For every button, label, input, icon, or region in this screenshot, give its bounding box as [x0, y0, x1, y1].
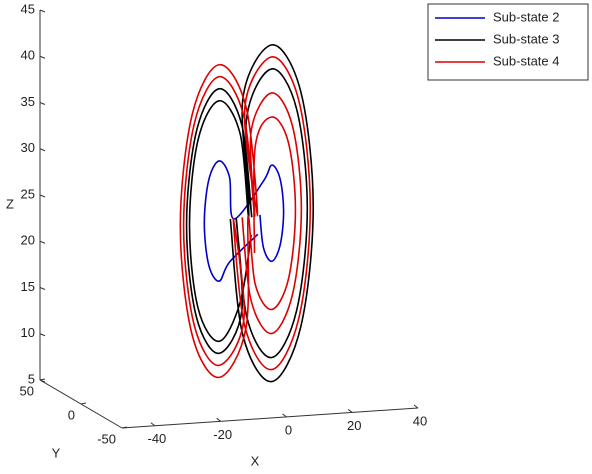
- y-tick: [121, 426, 128, 429]
- x-axis-label: X: [251, 453, 260, 468]
- y-tick: [80, 402, 87, 405]
- legend-label: Sub-state 3: [493, 31, 560, 46]
- z-tick: [39, 9, 46, 13]
- legend-box: [427, 3, 589, 81]
- z-tick: [39, 148, 46, 152]
- z-tick-label: 45: [21, 1, 35, 16]
- z-tick-label: 40: [21, 48, 35, 63]
- y-axis-label: Y: [52, 445, 61, 460]
- x-tick: [413, 404, 419, 409]
- x-tick-label: 40: [413, 413, 427, 428]
- z-tick-label: 30: [21, 140, 35, 155]
- x-tick-label: 20: [347, 418, 361, 433]
- x-tick: [347, 409, 353, 413]
- z-tick: [39, 287, 46, 290]
- x-tick-label: -20: [213, 427, 232, 442]
- z-tick: [39, 379, 46, 383]
- z-tick-label: 20: [21, 233, 35, 248]
- z-tick: [39, 194, 46, 198]
- legend-label: Sub-state 2: [493, 9, 560, 24]
- z-tick: [39, 55, 46, 59]
- trajectory: [185, 44, 315, 383]
- x-tick: [216, 417, 221, 422]
- x-axis: [121, 407, 419, 429]
- z-tick: [39, 102, 46, 105]
- trajectory: [179, 56, 312, 379]
- z-tick: [39, 240, 46, 244]
- z-tick-label: 25: [21, 186, 35, 201]
- z-tick-label: 10: [21, 325, 35, 340]
- axes: -40 -20 0 20 40 -50 0 505 10 15 20 25 30 35 40 45: [20, 1, 428, 446]
- z-tick-label: 15: [21, 279, 35, 294]
- y-tick-label: -50: [97, 431, 116, 446]
- plot-area: [179, 44, 315, 383]
- x-tick-label: -40: [147, 431, 166, 446]
- z-axis-label: Z: [6, 196, 14, 211]
- x-tick-label: 0: [285, 422, 292, 437]
- y-tick-label: 50: [20, 383, 34, 398]
- legend: Sub-state 2 Sub-state 3 Sub-state 4: [427, 3, 589, 81]
- z-tick: [39, 333, 46, 337]
- x-tick: [150, 422, 156, 427]
- legend-label: Sub-state 4: [493, 53, 560, 68]
- z-tick-label: 5: [28, 371, 35, 386]
- y-tick-label: 0: [68, 407, 75, 422]
- z-tick-label: 35: [21, 94, 35, 109]
- x-tick: [282, 413, 287, 418]
